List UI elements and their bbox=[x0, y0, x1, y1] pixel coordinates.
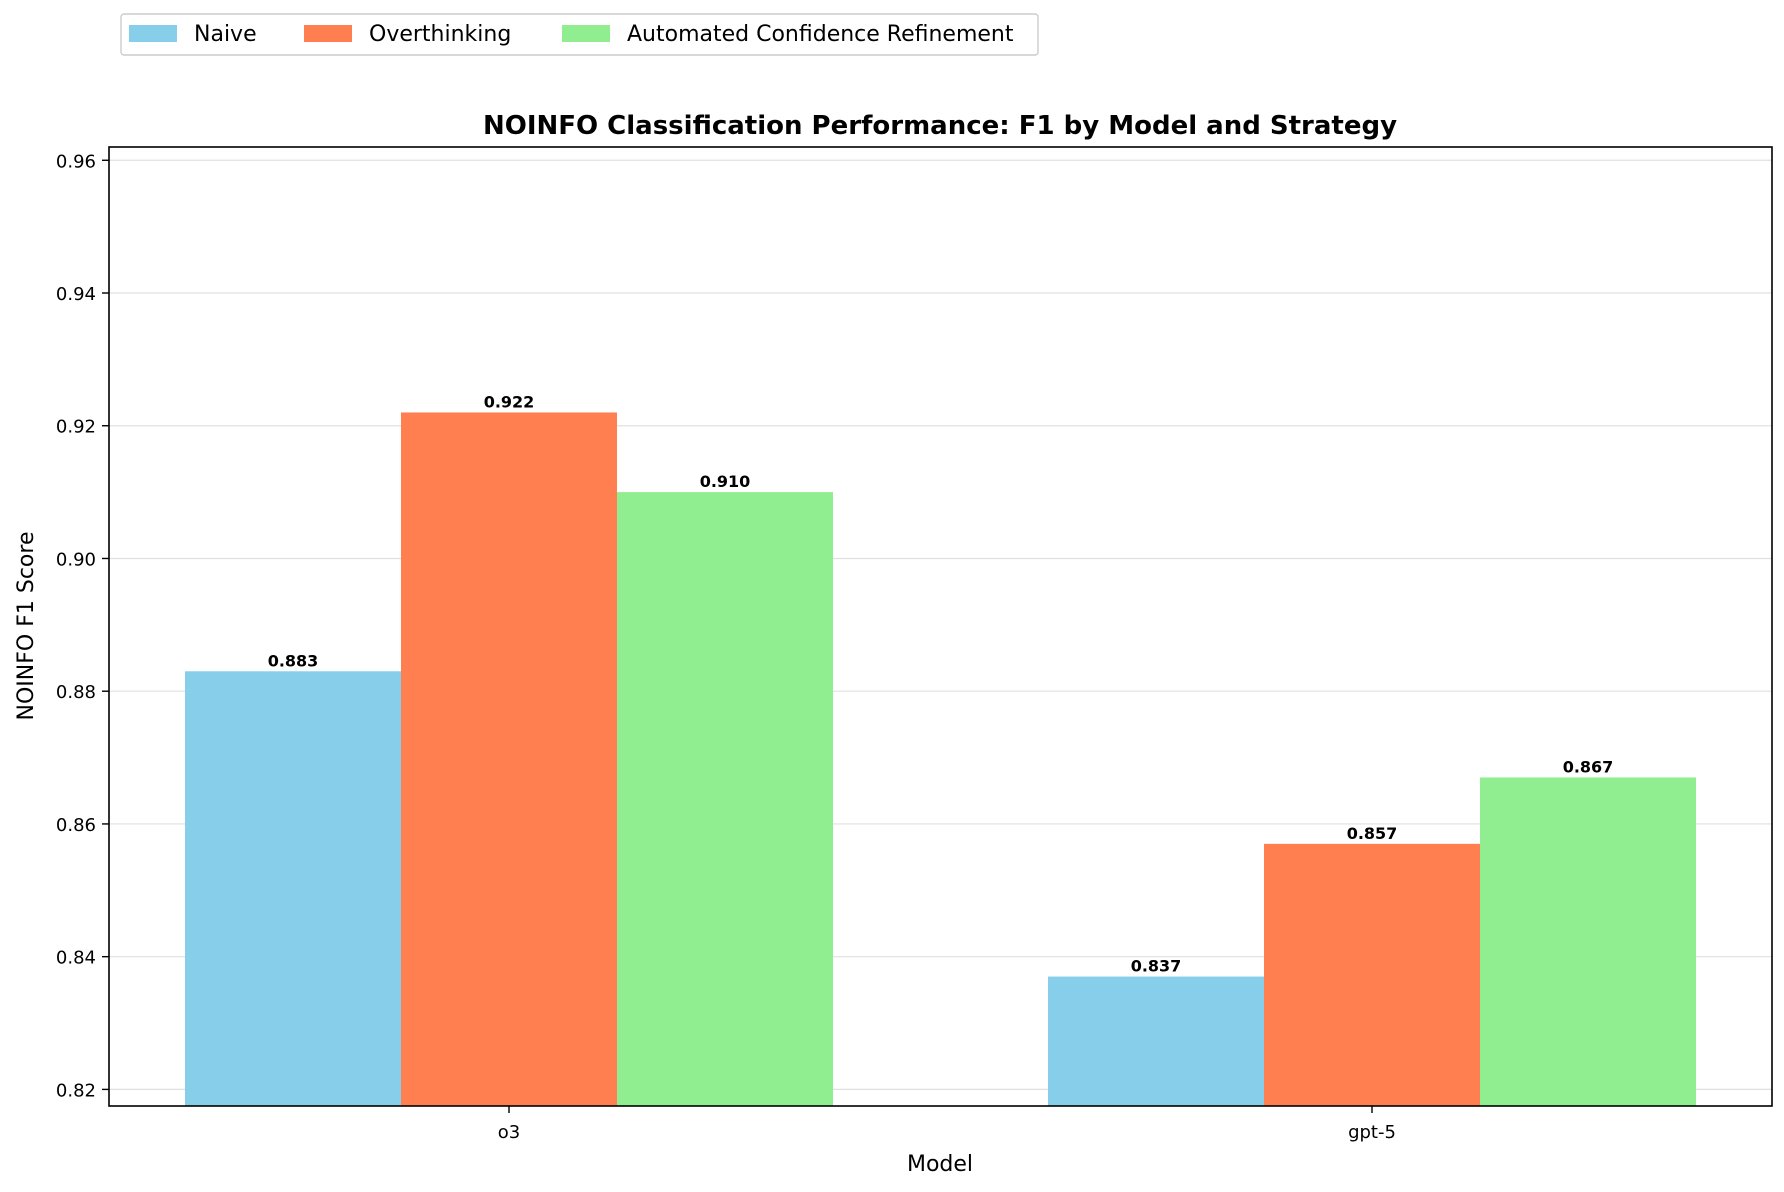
bar-naive-o3 bbox=[185, 671, 401, 1106]
x-tick-label: gpt-5 bbox=[1348, 1122, 1396, 1143]
data-label: 0.857 bbox=[1347, 824, 1398, 843]
y-tick-label: 0.84 bbox=[56, 948, 96, 969]
y-tick-label: 0.92 bbox=[56, 417, 96, 438]
legend-swatch-naive bbox=[129, 25, 177, 42]
data-label: 0.910 bbox=[700, 472, 751, 491]
y-tick-label: 0.96 bbox=[56, 151, 96, 172]
legend-swatch-overthinking bbox=[304, 25, 352, 42]
data-label: 0.922 bbox=[484, 392, 535, 411]
legend-label: Overthinking bbox=[369, 22, 511, 47]
data-label: 0.837 bbox=[1131, 957, 1182, 976]
y-axis-label: NOINFO F1 Score bbox=[14, 532, 39, 721]
x-tick-label: o3 bbox=[498, 1122, 520, 1143]
y-tick-label: 0.82 bbox=[56, 1080, 96, 1101]
bar-overthinking-o3 bbox=[401, 412, 617, 1106]
y-tick-label: 0.88 bbox=[56, 682, 96, 703]
legend-swatch-automated-confidence-refinement bbox=[562, 25, 610, 42]
y-tick-label: 0.86 bbox=[56, 815, 96, 836]
y-axis: 0.82 0.84 0.86 0.88 0.90 0.92 0.94 0.96 bbox=[56, 151, 109, 1101]
bar-automated-confidence-refinement-gpt-5 bbox=[1480, 777, 1696, 1106]
bar-automated-confidence-refinement-o3 bbox=[617, 492, 833, 1106]
bars bbox=[185, 412, 1696, 1106]
x-axis-label: Model bbox=[907, 1152, 973, 1177]
data-label: 0.867 bbox=[1563, 757, 1614, 776]
chart-title: NOINFO Classification Performance: F1 by… bbox=[483, 111, 1397, 141]
x-axis: o3 gpt-5 bbox=[498, 1106, 1396, 1143]
data-labels: 0.883 0.922 0.910 0.837 0.857 0.867 bbox=[268, 392, 1614, 975]
plot-frame bbox=[108, 146, 1773, 1107]
legend: Naive Overthinking Automated Confidence Re… bbox=[120, 13, 1039, 56]
legend-label: Naive bbox=[194, 22, 257, 47]
legend-label: Automated Confidence Refinement bbox=[627, 22, 1014, 47]
bar-naive-gpt-5 bbox=[1048, 976, 1264, 1106]
y-tick-label: 0.94 bbox=[56, 284, 96, 305]
y-tick-label: 0.90 bbox=[56, 549, 96, 570]
data-label: 0.883 bbox=[268, 651, 319, 670]
bar-overthinking-gpt-5 bbox=[1264, 843, 1480, 1106]
